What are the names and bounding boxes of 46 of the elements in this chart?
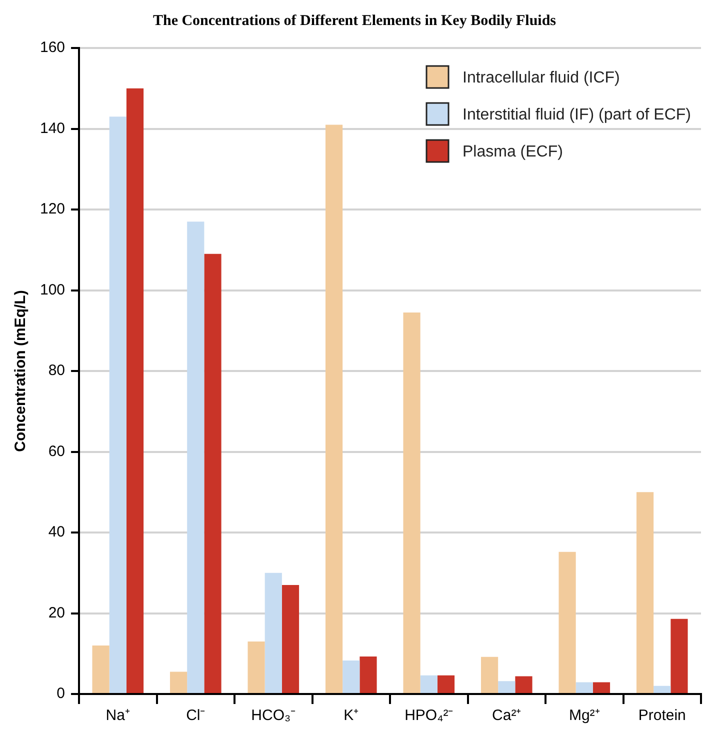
bar [187,222,204,693]
y-tick-label: 160 [40,39,66,56]
bar [420,675,438,693]
bar [558,552,576,693]
y-tick-label: 140 [40,120,66,137]
y-tick-label: 40 [48,524,66,541]
bar [403,312,420,693]
y-axis-title: Concentration (mEq/L) [12,290,30,452]
bar [342,660,360,693]
bar [592,682,610,693]
x-tick-label: K⁺ [344,707,359,724]
legend-label: Intracellular fluid (ICF) [462,69,620,86]
bar [515,676,532,693]
bar [498,681,516,693]
x-tick-label: Cl⁻ [186,707,206,724]
bar [480,656,498,693]
bar [126,88,144,693]
y-tick-label: 100 [40,281,66,298]
bar [437,675,455,693]
bar [92,646,110,693]
bar [325,124,343,693]
x-tick-label: Mg²⁺ [568,707,600,724]
legend-label: Plasma (ECF) [462,143,563,160]
bar [360,656,377,693]
bar [282,584,300,693]
bar [654,686,671,693]
x-tick-label: HCO₃⁻ [251,707,296,724]
bar [264,572,282,693]
x-tick-label: HPO₄²⁻ [404,707,454,724]
legend-label: Interstitial fluid (IF) (part of ECF) [462,106,692,124]
x-tick-label: Ca²⁺ [492,707,522,724]
bar [248,642,265,693]
x-tick-label: Na⁺ [106,707,130,724]
y-tick-label: 80 [48,362,66,380]
y-tick-label: 0 [56,685,66,702]
y-tick-label: 60 [48,442,66,460]
bar [109,116,126,693]
bar [170,672,188,693]
chart-title: The Concentrations of Different Elements in Key Bodily Fluids [152,12,556,29]
y-tick-label: 20 [48,604,66,622]
bar [636,492,654,693]
bar [670,618,688,693]
y-tick-label: 120 [40,200,66,218]
x-tick-label: Protein [638,707,686,724]
bar [204,254,222,693]
bar [576,682,593,693]
